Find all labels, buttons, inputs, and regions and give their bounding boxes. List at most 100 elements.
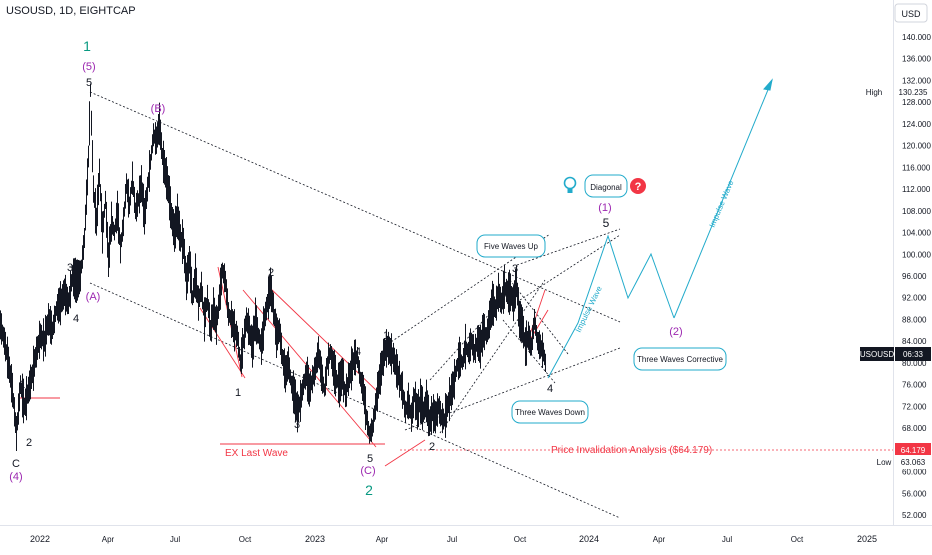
price-tick-label: 76.000 — [902, 381, 927, 390]
price-tick-label: 96.000 — [902, 272, 927, 281]
time-tick-label: Apr — [376, 535, 389, 544]
lower-channel-line — [89, 282, 621, 519]
price-tick-label: 80.000 — [902, 359, 927, 368]
symbol-badge-text: USOUSD — [860, 350, 894, 359]
low-label: Low — [877, 458, 892, 467]
diagonal-text: Diagonal — [590, 183, 622, 192]
price-tick-label: 56.000 — [902, 489, 927, 498]
wave-pA: (A) — [86, 291, 101, 303]
three-waves-down-box — [511, 400, 589, 424]
time-tick-label: 2023 — [305, 534, 325, 544]
high-badge: High 130.235 — [866, 85, 931, 99]
wave-2-jul: 2 — [429, 441, 435, 453]
wave-1-left: 1 — [19, 379, 25, 391]
annotation-three-waves-corrective[interactable]: Three Waves Corrective — [633, 347, 727, 371]
countdown-badge-bg — [895, 347, 931, 361]
price-tick-label: 88.000 — [902, 315, 927, 324]
time-tick-label: 2024 — [579, 534, 599, 544]
price-tick-label: 112.000 — [902, 185, 931, 194]
price-tick-label: 84.000 — [902, 337, 927, 346]
annotation-diagonal[interactable]: Diagonal — [584, 174, 628, 198]
price-tick-label: 116.000 — [902, 163, 931, 172]
question-text: ? — [635, 181, 642, 193]
time-tick-label: 2025 — [857, 534, 877, 544]
price-tick-label: 104.000 — [902, 229, 931, 238]
projection-arrowhead — [763, 78, 773, 91]
symbol-badge: USOUSD 06:33 — [860, 347, 931, 361]
wave-p5: (5) — [82, 61, 95, 73]
wave-5-top: 5 — [86, 77, 92, 89]
question-icon: ? — [630, 178, 646, 194]
price-tick-label: 128.000 — [902, 98, 931, 107]
price-tick-label: 136.000 — [902, 55, 931, 64]
wave-2-mid: 2 — [268, 267, 274, 279]
invalidation-badge: 64.179 — [895, 443, 931, 457]
three-waves-corrective-text: Three Waves Corrective — [637, 355, 724, 364]
annotation-three-waves-down[interactable]: Three Waves Down — [511, 400, 589, 424]
projection-paths — [547, 78, 773, 379]
wave-big-1: 1 — [83, 38, 91, 54]
three-waves-down-text: Three Waves Down — [515, 408, 585, 417]
symbol-badge-bg — [860, 347, 894, 361]
price-tick-label: 92.000 — [902, 294, 927, 303]
invalidation-badge-bg — [895, 443, 931, 457]
five-waves-text: Five Waves Up — [484, 242, 538, 251]
chart-title[interactable]: USOUSD, 1D, EIGHTCAP — [6, 5, 136, 17]
price-bars — [0, 83, 546, 451]
impulse-projection — [673, 79, 773, 319]
time-tick-label: Oct — [791, 535, 804, 544]
price-tick-label: 140.000 — [902, 33, 931, 42]
low-value: 63.063 — [901, 458, 926, 467]
wave-4-left: 4 — [73, 313, 79, 325]
wave-p2: (2) — [669, 326, 682, 338]
five-waves-box — [476, 234, 546, 258]
price-tick-label: 100.000 — [902, 250, 931, 259]
wave-C-left: C — [12, 458, 20, 470]
wave-pC: (C) — [360, 465, 375, 477]
time-tick-label: 2022 — [30, 534, 50, 544]
currency-button[interactable] — [894, 3, 928, 23]
price-tick-label: 68.000 — [902, 424, 927, 433]
upper-channel-line — [89, 91, 621, 323]
wave-labels: 1 2 (5) (B) (A) (C) (4) (1) (2) 5 3 4 1 … — [9, 38, 682, 498]
wave-5-mid: 5 — [367, 453, 373, 465]
wave-p4: (4) — [9, 471, 22, 483]
wave-3-left: 3 — [67, 262, 73, 274]
high-label: High — [866, 88, 882, 97]
red-line-1 — [199, 307, 246, 379]
time-tick-label: Jul — [722, 535, 732, 544]
red-line-5 — [384, 439, 426, 467]
wave-5-proj: 5 — [603, 216, 610, 230]
diagonal-box — [584, 174, 628, 198]
price-tick-label: 60.000 — [902, 468, 927, 477]
invalidation-badge-text: 64.179 — [901, 446, 926, 455]
three-waves-corrective-box — [633, 347, 727, 371]
wave-p1: (1) — [598, 202, 611, 214]
time-tick-labels: 2022 Apr Jul Oct 2023 Apr Jul Oct 2024 Apr Jul Oct 2… — [30, 534, 877, 544]
time-tick-label: Jul — [447, 535, 457, 544]
wave-3-oct: 3 — [512, 263, 518, 275]
price-tick-label: 72.000 — [902, 402, 927, 411]
price-tick-labels: 140.000 136.000 132.000 128.000 124.000 120.0… — [902, 33, 931, 520]
time-tick-label: Jul — [170, 535, 180, 544]
diagonal-line-1 — [439, 279, 546, 434]
wave-2-left: 2 — [26, 437, 32, 449]
wave-4-mid: 4 — [355, 346, 361, 358]
high-value-bg — [895, 85, 931, 99]
currency-label: USD — [901, 9, 921, 19]
price-tick-label: 108.000 — [902, 207, 931, 216]
wave-pB: (B) — [151, 103, 166, 115]
price-tick-label: 120.000 — [902, 142, 931, 151]
price-tick-label: 52.000 — [902, 511, 927, 520]
price-tick-label: 132.000 — [902, 76, 931, 85]
price-invalidation-label: Price Invalidation Analysis ($64.179) — [551, 445, 712, 456]
annotation-five-waves[interactable]: Five Waves Up — [476, 234, 546, 258]
five-waves-upper-line — [387, 233, 551, 345]
wave-1-mid: 1 — [235, 387, 241, 399]
ex-last-wave-label: EX Last Wave — [225, 448, 288, 459]
wave1-2-projection — [547, 234, 675, 379]
wave-1-apr: 1 — [383, 330, 389, 342]
